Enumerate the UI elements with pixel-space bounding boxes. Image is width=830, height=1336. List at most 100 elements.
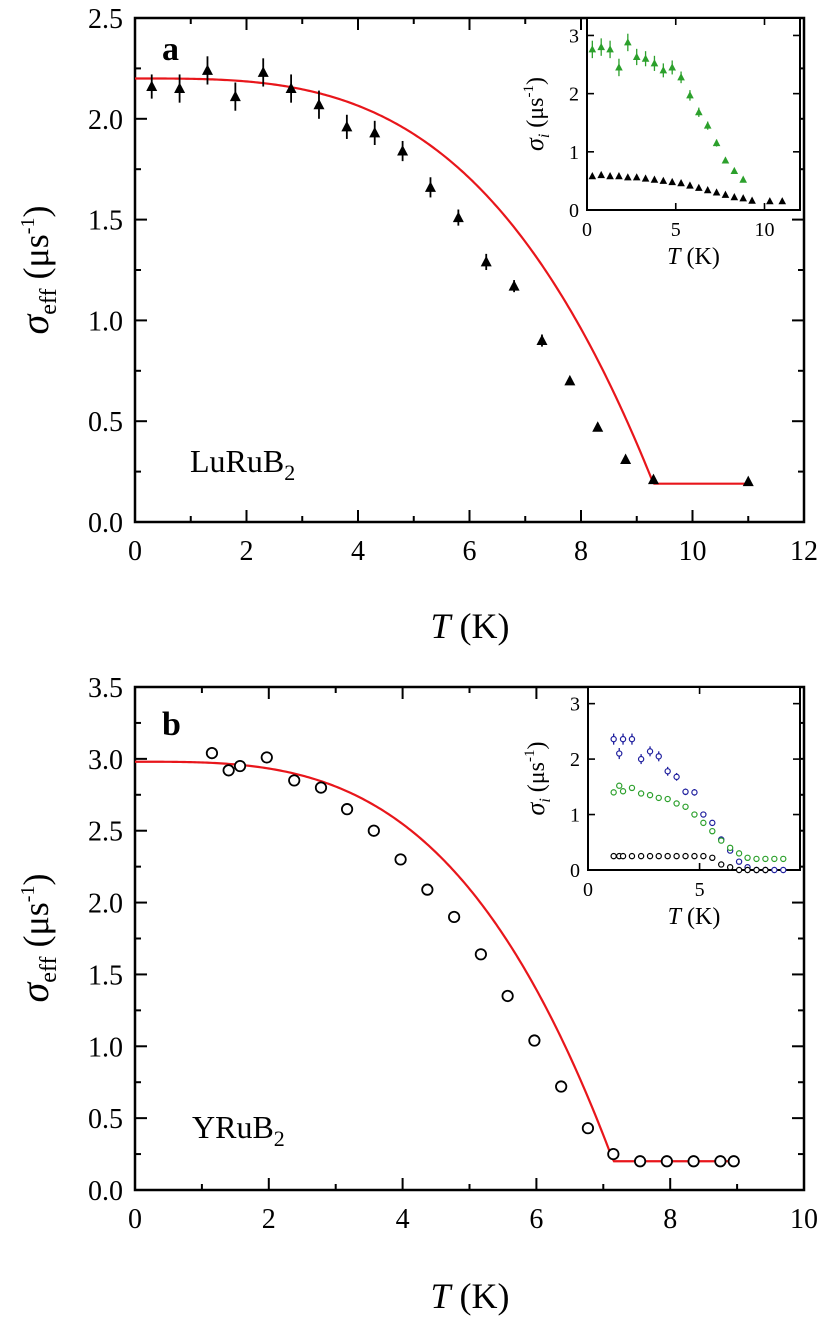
inset-y-axis-unit-superscript: -1 <box>522 750 538 763</box>
inset-point <box>691 852 698 860</box>
y-tick-label: 0.5 <box>88 407 123 438</box>
y-axis-subscript: eff <box>36 957 62 983</box>
inset-y-tick-label: 0 <box>569 200 579 222</box>
inset-point <box>780 866 787 874</box>
inset-point <box>703 121 712 129</box>
panel-letter: b <box>162 706 181 743</box>
inset-point <box>709 854 716 862</box>
x-tick-label: 2 <box>240 536 254 567</box>
inset-point <box>616 782 623 789</box>
x-tick-label: 8 <box>574 536 588 567</box>
inset-point <box>721 190 730 198</box>
inset-point <box>721 156 730 164</box>
inset-y-axis-symbol: σ <box>521 801 550 815</box>
inset-point <box>695 108 703 116</box>
data-point <box>448 910 461 924</box>
inset-y-axis-unit: (μs <box>523 98 549 134</box>
inset-point <box>700 811 707 818</box>
y-axis-unit-superscript: -1 <box>17 886 39 903</box>
x-tick-label: 0 <box>128 536 142 567</box>
data-point <box>285 82 297 94</box>
inset-y-axis-unit: (μs <box>524 762 550 798</box>
data-point <box>260 751 273 764</box>
inset-point <box>744 866 751 874</box>
inset-point <box>700 819 707 827</box>
data-point <box>452 211 464 223</box>
data-point <box>633 1155 647 1168</box>
data-point <box>313 98 325 110</box>
x-tick-label: 10 <box>790 1204 818 1235</box>
inset-point <box>695 183 703 191</box>
inset-point <box>610 735 617 743</box>
inset-point <box>686 181 694 189</box>
inset-point <box>762 866 769 874</box>
y-axis-unit: (μs <box>16 234 56 288</box>
data-point <box>174 82 186 94</box>
y-tick-label: 0.0 <box>88 1176 123 1207</box>
inset-y-axis-label: σi (μs-1) <box>520 77 553 151</box>
inset-point <box>668 63 676 71</box>
data-point <box>508 280 520 291</box>
inset-point <box>655 753 662 760</box>
y-axis-label: σeff (μs-1) <box>12 874 62 1003</box>
y-tick-label: 1.0 <box>88 1032 123 1063</box>
x-tick-label: 2 <box>262 1204 276 1235</box>
inset-point <box>646 852 654 860</box>
inset-point <box>709 819 716 827</box>
y-axis-symbol: σ <box>12 313 57 334</box>
data-point <box>647 473 659 485</box>
inset-point <box>771 855 778 863</box>
y-tick-label: 3.0 <box>88 745 123 776</box>
inset-point <box>735 858 743 865</box>
inset-point <box>748 196 756 204</box>
x-tick-label: 4 <box>396 1204 410 1235</box>
inset-point <box>619 735 627 743</box>
inset-point <box>664 795 671 803</box>
inset-x-axis-symbol: T <box>668 904 683 930</box>
y-tick-label: 1.0 <box>88 306 123 337</box>
inset-point <box>628 735 636 743</box>
data-point <box>205 747 219 760</box>
x-tick-label: 0 <box>128 1204 142 1235</box>
inset-point <box>637 852 645 860</box>
compound-label: LuRuB2 <box>190 443 295 485</box>
data-point <box>742 475 754 487</box>
inset-series <box>610 782 787 863</box>
inset-point <box>735 850 743 857</box>
data-point <box>367 824 380 837</box>
inset-y-tick-label: 3 <box>569 25 579 47</box>
inset-point <box>624 173 632 181</box>
y-tick-label: 2.5 <box>88 4 123 35</box>
x-axis-symbol: T <box>430 1276 453 1316</box>
panel-letter: a <box>162 31 179 68</box>
compound-subscript: 2 <box>274 1126 285 1151</box>
compound-label: YRuB2 <box>192 1109 285 1151</box>
x-tick-label: 12 <box>790 536 818 567</box>
inset-x-tick-label: 0 <box>583 879 593 901</box>
inset-point <box>668 177 676 186</box>
inset-x-axis-label: T (K) <box>668 904 721 930</box>
inset-point <box>650 175 659 183</box>
panel-b: 0 2 4 6 8 100.00.51.01.52.02.53.03.5bYRuB2σef… <box>12 673 818 1316</box>
y-tick-label: 3.5 <box>88 673 123 704</box>
inset-series <box>588 33 747 183</box>
inset-x-tick-label: 0 <box>582 219 592 241</box>
inset-y-tick-label: 1 <box>570 805 580 827</box>
inset-point <box>597 170 605 179</box>
y-axis-label: σeff (μs-1) <box>12 206 62 335</box>
inset-point <box>646 791 654 799</box>
x-axis-unit: (K) <box>451 1276 510 1316</box>
inset-point <box>780 855 787 863</box>
data-point <box>397 145 409 156</box>
data-point <box>229 90 241 102</box>
fit-curve <box>135 77 749 485</box>
data-point <box>288 774 301 787</box>
inset-point <box>700 852 707 860</box>
data-point <box>727 1155 740 1168</box>
inset-point <box>686 91 694 99</box>
inset-point <box>615 63 623 71</box>
compound-name: YRuB <box>192 1109 274 1145</box>
compound-name: LuRuB <box>190 443 284 479</box>
data-point <box>592 421 604 432</box>
